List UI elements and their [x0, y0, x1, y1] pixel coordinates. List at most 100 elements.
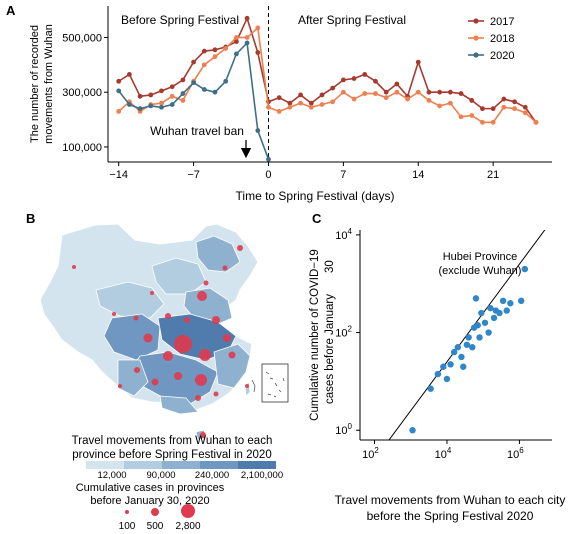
- travel-ban-annotation: Wuhan travel ban: [150, 124, 244, 138]
- data-point-2018: [447, 100, 453, 106]
- cases-legend-label: 500: [147, 521, 164, 532]
- scatter-point: [472, 295, 480, 302]
- data-point-2017: [159, 88, 164, 94]
- panel-c-letter: C: [312, 211, 322, 226]
- data-point-2020: [233, 51, 239, 57]
- province-region: [159, 395, 199, 415]
- scatter-point: [469, 344, 476, 351]
- data-point-2018: [351, 96, 357, 102]
- legend-label: 2018: [490, 33, 514, 45]
- data-point-2018: [458, 114, 464, 120]
- scatter-point: [476, 334, 483, 341]
- scatter-point: [427, 385, 434, 392]
- data-point-2017: [330, 85, 336, 91]
- scatter-point: [463, 341, 471, 348]
- scatter-point: [447, 361, 454, 368]
- legend-label: 2020: [490, 50, 514, 62]
- data-point-2018: [308, 104, 314, 110]
- panel-b-letter: B: [26, 211, 35, 226]
- scatter-point: [478, 309, 485, 317]
- scatter-point: [474, 322, 481, 329]
- data-point-2018: [319, 102, 325, 107]
- data-point-2018: [394, 89, 400, 95]
- data-point-2017: [191, 59, 196, 65]
- data-point-2018: [287, 104, 293, 110]
- case-circle: [245, 384, 249, 388]
- data-point-2018: [362, 91, 368, 96]
- scatter-point: [454, 344, 462, 351]
- data-point-2018: [490, 119, 496, 125]
- case-circle: [199, 349, 211, 361]
- case-circle: [228, 351, 236, 359]
- case-circle: [134, 367, 140, 373]
- legend: 2017 2018 2020: [468, 16, 514, 62]
- scale-swatch: [86, 461, 124, 469]
- case-circle: [151, 378, 159, 386]
- data-point-2017: [180, 77, 186, 83]
- y-tick-label: 100: [335, 422, 352, 437]
- data-point-2017: [201, 48, 207, 54]
- panel-a-letter: A: [6, 3, 16, 18]
- scatter-point: [434, 370, 442, 378]
- data-point-2018: [415, 89, 421, 95]
- data-point-2018: [266, 104, 271, 110]
- data-point-2017: [480, 106, 485, 112]
- data-point-2018: [405, 96, 410, 102]
- data-point-2020: [201, 87, 207, 92]
- data-point-2017: [512, 99, 517, 105]
- case-circle: [223, 334, 231, 342]
- hubei-annotation: Hubei Province: [443, 251, 518, 263]
- data-point-2017: [137, 93, 143, 99]
- scatter-point: [521, 265, 529, 273]
- data-point-2017: [276, 95, 282, 101]
- case-circles: [72, 245, 249, 438]
- x-tick-label: −14: [109, 169, 128, 181]
- data-point-2018: [255, 25, 261, 31]
- data-point-2017: [522, 104, 528, 110]
- data-point-2020: [191, 80, 196, 86]
- scatter-point: [503, 307, 510, 314]
- x-tick-label: 0: [265, 169, 271, 181]
- data-point-2017: [340, 77, 346, 83]
- inset-islands: [265, 371, 285, 398]
- tick-exponent: 2: [374, 446, 379, 455]
- x-tick-label: 21: [487, 169, 499, 181]
- data-point-2017: [490, 106, 496, 112]
- data-point-2017: [394, 81, 400, 87]
- scatter-point: [490, 314, 498, 322]
- scatter-point: [409, 427, 416, 434]
- data-point-2017: [458, 91, 464, 96]
- data-point-2017: [298, 92, 303, 98]
- cases-legend-circle: [125, 510, 129, 514]
- case-circle: [133, 315, 139, 321]
- legend-marker: [473, 18, 479, 24]
- data-point-2017: [362, 72, 368, 77]
- before-festival-label: Before Spring Festival: [121, 13, 239, 27]
- x-axis-label: before the Spring Festival 2020: [367, 509, 534, 523]
- data-point-2018: [212, 54, 218, 60]
- south-china-sea-inset: [261, 363, 289, 403]
- data-point-2020: [137, 106, 143, 112]
- y-tick-label: 102: [335, 325, 352, 340]
- data-point-2018: [244, 35, 250, 40]
- scale-swatch: [162, 461, 200, 469]
- map-legend-title: province before Spring Festival in 2020: [72, 449, 271, 461]
- scatter-point: [518, 297, 525, 305]
- cases-legend-title: before January 30, 2020: [90, 495, 209, 507]
- scatter-point: [499, 297, 507, 305]
- data-point-2017: [383, 89, 389, 95]
- data-point-2017: [244, 15, 250, 21]
- cases-legend-circle: [151, 508, 159, 516]
- tick-exponent: 4: [447, 446, 452, 455]
- data-point-2017: [351, 76, 357, 81]
- scale-swatch: [200, 461, 238, 469]
- cases-legend-title: Cumulative cases in provinces: [76, 482, 225, 494]
- case-circle: [213, 391, 219, 397]
- data-point-2020: [255, 128, 261, 133]
- province-region: [151, 257, 207, 295]
- data-point-2018: [330, 99, 336, 105]
- scale-label: 12,000: [97, 470, 126, 481]
- data-point-2018: [276, 108, 282, 114]
- legend-marker: [473, 35, 479, 41]
